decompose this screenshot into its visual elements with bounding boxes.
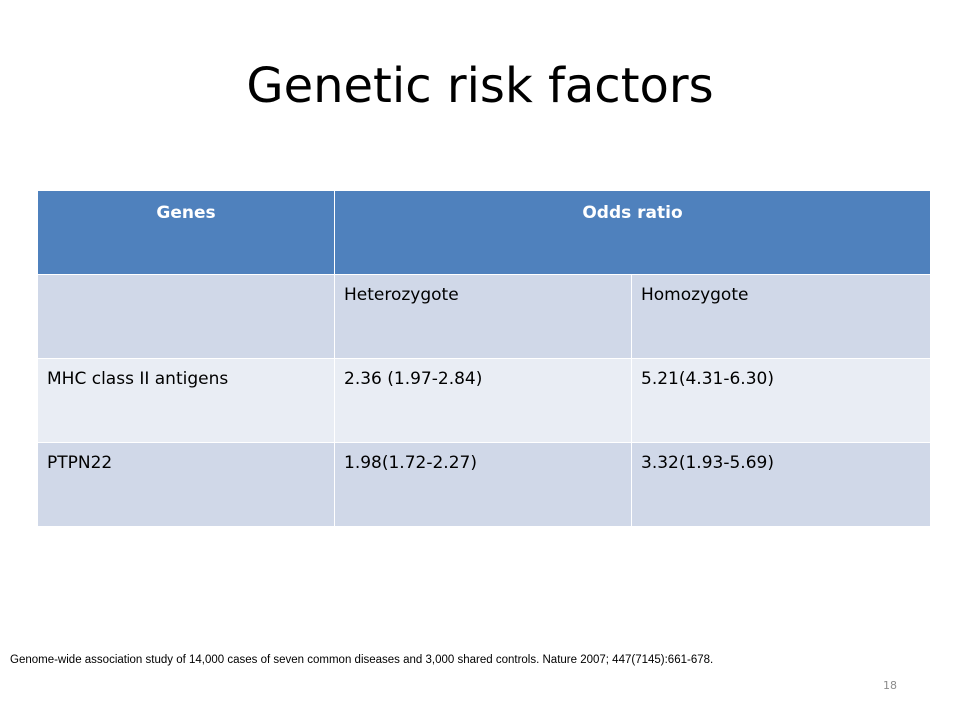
table-subheader-row: Heterozygote Homozygote [37, 274, 932, 359]
page-number: 18 [883, 679, 897, 692]
cell-heterozygote: 2.36 (1.97-2.84) [334, 358, 632, 443]
table-row: PTPN22 1.98(1.72-2.27) 3.32(1.93-5.69) [37, 442, 932, 527]
slide-title: Genetic risk factors [246, 58, 714, 114]
header-odds-ratio: Odds ratio [333, 190, 932, 275]
subheader-homozygote: Homozygote [630, 274, 932, 359]
cell-gene: MHC class II antigens [37, 358, 335, 443]
subheader-genes-empty [37, 274, 335, 359]
citation-footnote: Genome-wide association study of 14,000 … [10, 654, 714, 666]
table-header-row: Genes Odds ratio [37, 190, 932, 275]
cell-homozygote: 3.32(1.93-5.69) [630, 442, 932, 527]
subheader-heterozygote: Heterozygote [334, 274, 632, 359]
odds-ratio-table: Genes Odds ratio Heterozygote Homozygote… [37, 190, 932, 527]
cell-homozygote: 5.21(4.31-6.30) [630, 358, 932, 443]
cell-heterozygote: 1.98(1.72-2.27) [334, 442, 632, 527]
header-genes: Genes [37, 190, 335, 275]
cell-gene: PTPN22 [37, 442, 335, 527]
table-row: MHC class II antigens 2.36 (1.97-2.84) 5… [37, 358, 932, 443]
